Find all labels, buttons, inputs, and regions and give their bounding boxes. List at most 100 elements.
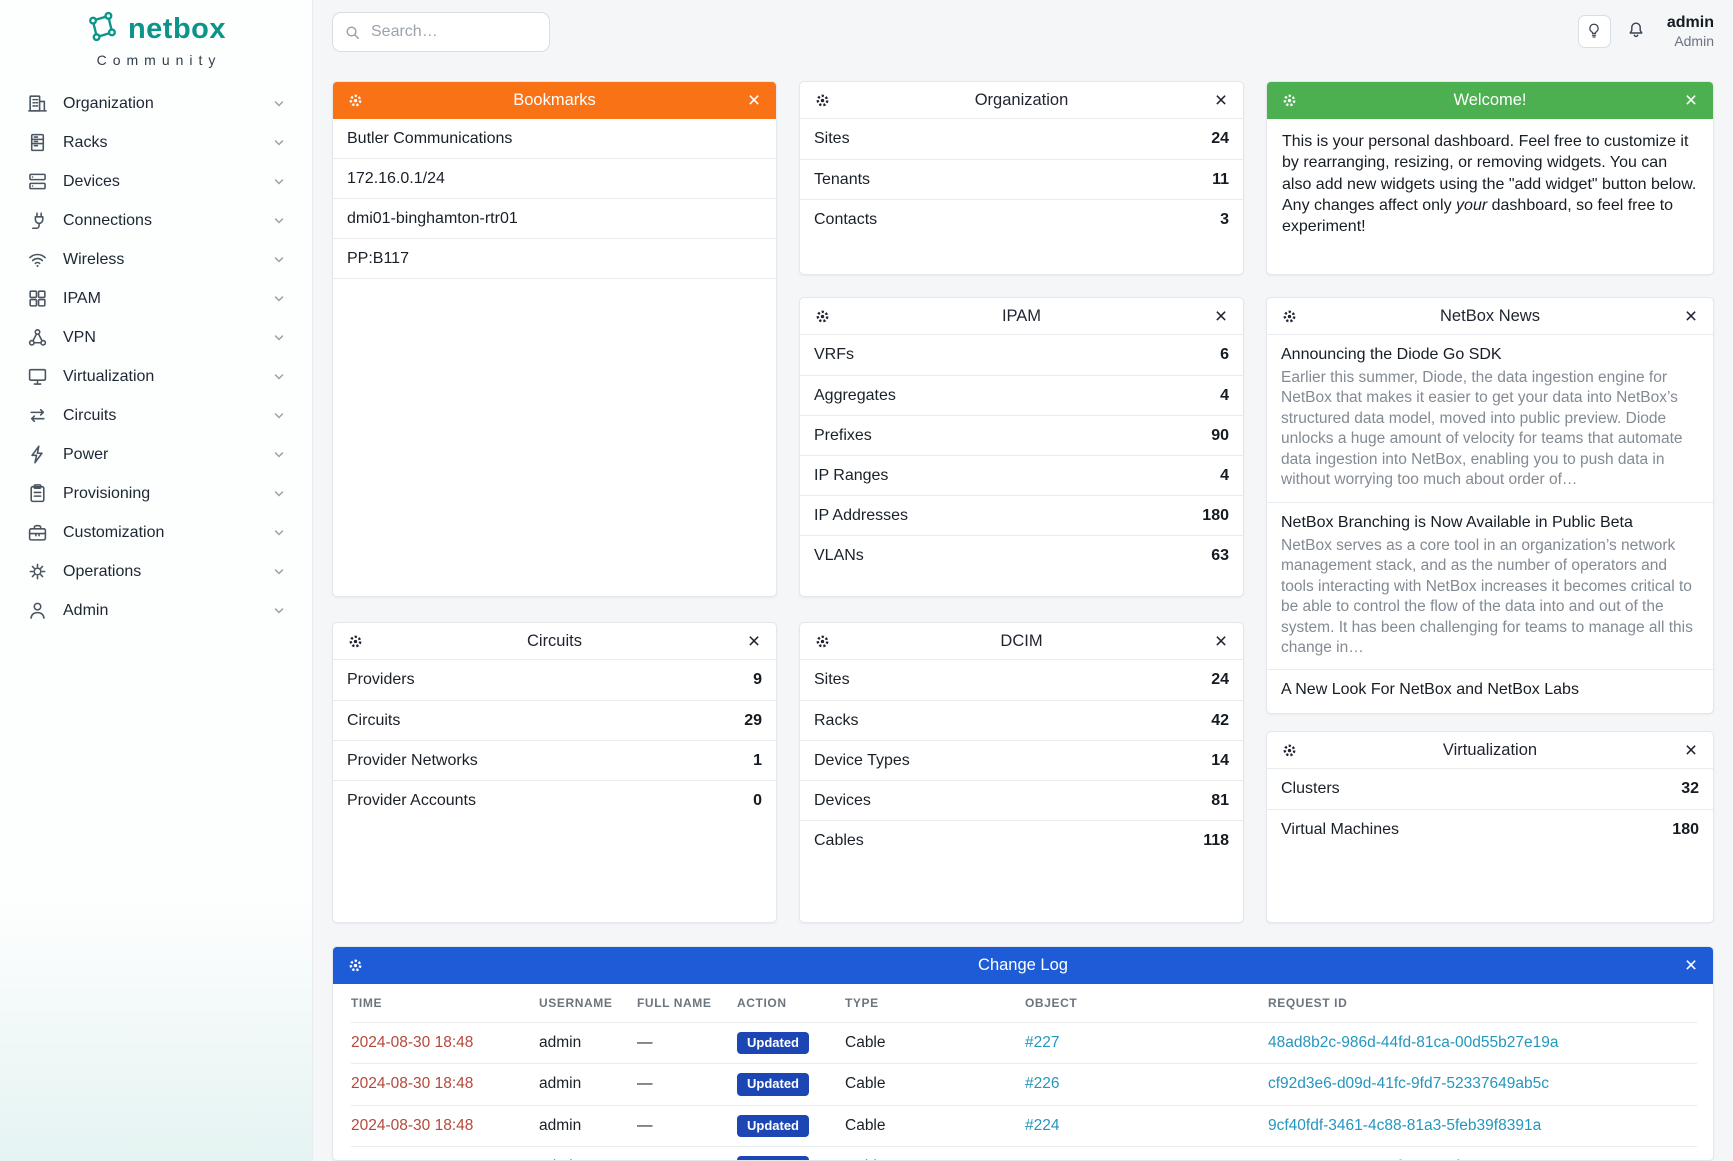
- widget-title: DCIM: [1000, 631, 1043, 650]
- widget-change-log: Change Log × TIME USERNAME FULL NAME ACT…: [332, 946, 1714, 1161]
- sidebar-item-virtualization[interactable]: Virtualization: [0, 357, 312, 396]
- widget-header: IPAM ×: [800, 298, 1243, 335]
- brand-subtitle: Community: [96, 52, 222, 68]
- gear-icon[interactable]: [344, 93, 366, 108]
- news-title[interactable]: Announcing the Diode Go SDK: [1281, 346, 1502, 363]
- stat-value: 4: [1220, 466, 1229, 484]
- close-icon[interactable]: ×: [1684, 89, 1698, 112]
- news-title[interactable]: A New Look For NetBox and NetBox Labs: [1281, 681, 1579, 699]
- changelog-object-link[interactable]: #224: [1025, 1116, 1060, 1134]
- close-icon[interactable]: ×: [1684, 738, 1698, 762]
- close-icon[interactable]: ×: [1684, 954, 1698, 977]
- changelog-request-id-link[interactable]: cf92d3e6-d09d-41fc-9fd7-52337649ab5c: [1268, 1075, 1549, 1093]
- stat-row: Device Types 14: [800, 740, 1243, 780]
- gear-icon[interactable]: [1278, 93, 1300, 108]
- close-icon[interactable]: ×: [1214, 88, 1228, 112]
- sidebar-item-power[interactable]: Power: [0, 435, 312, 474]
- sidebar-item-provisioning[interactable]: Provisioning: [0, 474, 312, 513]
- changelog-request-id-link[interactable]: 3a2e4e3c-aac0-47f3-9916-f89201c007a3: [1268, 1158, 1553, 1160]
- changelog-time-link[interactable]: 2024-08-30 18:48: [351, 1075, 474, 1093]
- stat-row: Cables 118: [800, 820, 1243, 860]
- gear-icon[interactable]: [811, 309, 833, 324]
- stat-label[interactable]: Contacts: [814, 210, 878, 228]
- stat-label[interactable]: Providers: [347, 671, 415, 688]
- transfer-icon: [27, 405, 48, 426]
- sidebar-item-connections[interactable]: Connections: [0, 201, 312, 240]
- stat-label[interactable]: Device Types: [814, 751, 910, 769]
- changelog-time-link[interactable]: 2024-08-30 18:48: [351, 1116, 474, 1134]
- sidebar: netbox Community Organization Racks Devi…: [0, 0, 313, 1161]
- stat-label[interactable]: VRFs: [814, 346, 854, 363]
- user-menu[interactable]: admin Admin: [1667, 14, 1714, 49]
- stat-label[interactable]: IP Ranges: [814, 466, 889, 484]
- sidebar-item-circuits[interactable]: Circuits: [0, 396, 312, 435]
- stat-label[interactable]: Virtual Machines: [1281, 820, 1399, 838]
- sidebar-item-label: Wireless: [63, 250, 125, 268]
- bookmark-item[interactable]: dmi01-binghamton-rtr01: [333, 199, 776, 239]
- stat-value: 24: [1211, 671, 1229, 688]
- stat-label[interactable]: Provider Accounts: [347, 791, 476, 809]
- stat-label[interactable]: Provider Networks: [347, 751, 478, 769]
- stat-label[interactable]: Racks: [814, 711, 859, 729]
- gear-icon[interactable]: [811, 634, 833, 649]
- changelog-request-id-link[interactable]: 9cf40fdf-3461-4c88-81a3-5feb39f8391a: [1268, 1116, 1542, 1134]
- sidebar-item-customization[interactable]: Customization: [0, 513, 312, 552]
- stat-value: 3: [1220, 210, 1229, 228]
- bolt-icon: [27, 444, 48, 465]
- stat-label[interactable]: Sites: [814, 130, 850, 147]
- stat-value: 81: [1211, 791, 1229, 809]
- search-input[interactable]: [333, 13, 549, 51]
- stat-value: 24: [1211, 130, 1229, 147]
- changelog-object-link[interactable]: #226: [1025, 1075, 1060, 1093]
- sidebar-item-vpn[interactable]: VPN: [0, 318, 312, 357]
- gear-icon[interactable]: [1278, 743, 1300, 758]
- close-icon[interactable]: ×: [1214, 304, 1228, 328]
- sidebar-item-label: VPN: [63, 328, 96, 346]
- close-icon[interactable]: ×: [1684, 304, 1698, 328]
- close-icon[interactable]: ×: [1214, 629, 1228, 653]
- stat-label[interactable]: Sites: [814, 671, 850, 688]
- plug-icon: [27, 210, 48, 231]
- gear-icon[interactable]: [811, 93, 833, 108]
- column-header: TYPE: [845, 984, 1025, 1023]
- stat-label[interactable]: Cables: [814, 831, 864, 849]
- bookmark-item[interactable]: PP:B117: [333, 239, 776, 279]
- stat-label[interactable]: Devices: [814, 791, 871, 809]
- notifications-button[interactable]: [1627, 21, 1645, 42]
- stat-label[interactable]: Aggregates: [814, 386, 896, 404]
- bookmark-item[interactable]: 172.16.0.1/24: [333, 159, 776, 199]
- widget-circuits: Circuits × Providers 9 Circuits 29 Provide…: [332, 622, 777, 923]
- stat-label[interactable]: Clusters: [1281, 780, 1340, 797]
- sidebar-item-operations[interactable]: Operations: [0, 552, 312, 591]
- sidebar-item-label: Devices: [63, 172, 120, 190]
- gear-icon[interactable]: [344, 958, 366, 973]
- stat-label[interactable]: IP Addresses: [814, 506, 908, 524]
- changelog-object-link[interactable]: #223: [1025, 1158, 1059, 1160]
- gear-icon[interactable]: [1278, 309, 1300, 324]
- stat-row: VLANs 63: [800, 535, 1243, 575]
- stat-label[interactable]: VLANs: [814, 546, 864, 564]
- widget-header: Bookmarks ×: [333, 82, 776, 119]
- sidebar-item-admin[interactable]: Admin: [0, 591, 312, 630]
- sidebar-item-racks[interactable]: Racks: [0, 123, 312, 162]
- bookmark-item[interactable]: Butler Communications: [333, 119, 776, 159]
- gear-icon[interactable]: [344, 634, 366, 649]
- sidebar-item-devices[interactable]: Devices: [0, 162, 312, 201]
- theme-toggle-button[interactable]: [1577, 15, 1611, 48]
- sidebar-item-organization[interactable]: Organization: [0, 84, 312, 123]
- changelog-time-link[interactable]: 2024-08-30 18:48: [351, 1034, 474, 1052]
- close-icon[interactable]: ×: [747, 629, 761, 653]
- widget-title: Bookmarks: [513, 91, 596, 109]
- stat-label[interactable]: Circuits: [347, 711, 401, 729]
- sidebar-item-wireless[interactable]: Wireless: [0, 240, 312, 279]
- close-icon[interactable]: ×: [747, 89, 761, 112]
- news-title[interactable]: NetBox Branching is Now Available in Pub…: [1281, 513, 1633, 531]
- changelog-request-id-link[interactable]: 48ad8b2c-986d-44fd-81ca-00d55b27e19a: [1268, 1034, 1559, 1052]
- brand[interactable]: netbox Community: [0, 0, 312, 68]
- stat-label[interactable]: Tenants: [814, 170, 871, 188]
- changelog-object-link[interactable]: #227: [1025, 1034, 1060, 1052]
- stat-label[interactable]: Prefixes: [814, 426, 872, 444]
- sidebar-item-ipam[interactable]: IPAM: [0, 279, 312, 318]
- stat-row: VRFs 6: [800, 335, 1243, 375]
- changelog-time-link[interactable]: 2024-08-30 18:47: [351, 1158, 473, 1160]
